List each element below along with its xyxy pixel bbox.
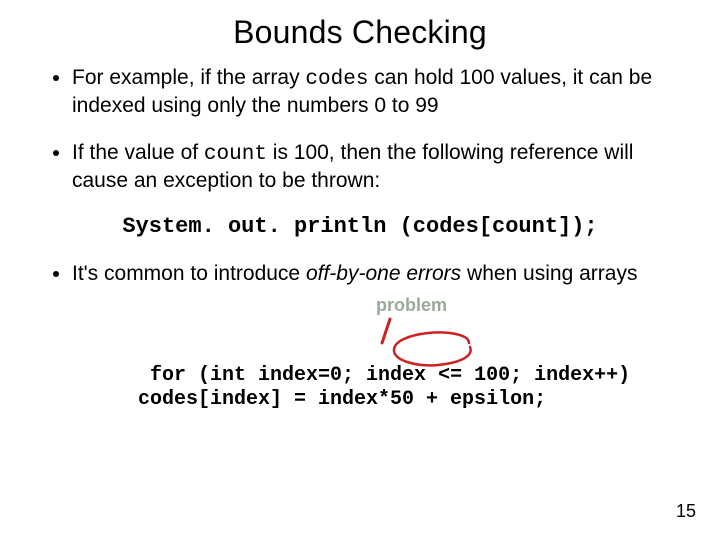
bullet-1-pre: For example, if the array xyxy=(72,66,305,89)
page-number: 15 xyxy=(676,501,696,522)
bullet-1: For example, if the array codes can hold… xyxy=(72,65,680,120)
bullet-2-code: count xyxy=(204,143,267,166)
code-example-for-loop: for (int index=0; index <= 100; index++)… xyxy=(102,339,680,461)
bullet-2: If the value of count is 100, then the f… xyxy=(72,140,680,195)
annotation-wrap: problem xyxy=(40,301,680,327)
problem-label: problem xyxy=(376,295,447,316)
bullet-3-post: when using arrays xyxy=(461,262,637,285)
bullet-3: It's common to introduce off-by-one erro… xyxy=(72,261,680,287)
bullet-list: For example, if the array codes can hold… xyxy=(40,65,680,194)
code-example-println: System. out. println (codes[count]); xyxy=(40,214,680,239)
code-block-text: for (int index=0; index <= 100; index++)… xyxy=(102,364,630,411)
bullet-1-code: codes xyxy=(305,68,368,91)
bullet-3-italic: off-by-one errors xyxy=(306,262,461,285)
bullet-3-pre: It's common to introduce xyxy=(72,262,306,285)
slide: Bounds Checking For example, if the arra… xyxy=(0,0,720,540)
slide-title: Bounds Checking xyxy=(40,14,680,51)
bullet-2-pre: If the value of xyxy=(72,141,204,164)
bullet-list-2: It's common to introduce off-by-one erro… xyxy=(40,261,680,287)
